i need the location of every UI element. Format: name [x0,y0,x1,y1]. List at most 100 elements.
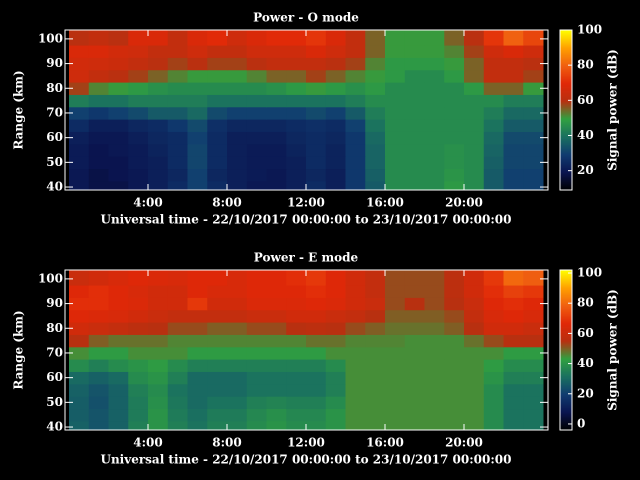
heatmap-cell [365,106,386,120]
colorbar-tick-label: 60 [577,93,594,107]
heatmap-cell [128,143,149,157]
colorbar-step [560,84,572,86]
colorbar-step [560,345,572,347]
heatmap-cell [108,143,129,157]
heatmap-cell [246,119,267,132]
heatmap-cell [385,131,406,145]
heatmap-cell [503,334,524,348]
colorbar-step [560,347,572,349]
heatmap-cell [187,309,208,323]
heatmap-cell [88,143,109,157]
heatmap-cell [187,334,208,348]
heatmap-cell [424,94,445,108]
heatmap-cell [325,131,346,145]
heatmap-cell [88,334,109,348]
heatmap-cell [286,143,307,157]
colorbar-step [560,37,572,39]
heatmap-cell [88,82,109,95]
heatmap-cell [424,408,445,422]
colorbar-step [560,405,572,407]
heatmap-cell [325,396,346,410]
heatmap-cell [286,396,307,410]
heatmap-cell [286,297,307,311]
colorbar-step [560,339,572,341]
colorbar-step [560,52,572,54]
heatmap-cell [227,383,248,397]
heatmap-cell [464,322,485,335]
heatmap-cell [128,106,149,120]
heatmap-cell [286,408,307,422]
heatmap-cell [444,143,465,157]
colorbar-step [560,424,572,426]
colorbar-step [560,289,572,291]
heatmap-cell [306,420,327,431]
colorbar-step [560,327,572,329]
heatmap-cell [246,309,267,323]
heatmap-cell [385,408,406,422]
heatmap-cell [227,322,248,335]
heatmap-cell [266,396,287,410]
heatmap-cell [365,69,386,83]
colorbar-step [560,133,572,135]
heatmap-cell [483,180,504,191]
heatmap-cell [266,285,287,298]
colorbar-step [560,40,572,42]
heatmap-cell [148,30,169,46]
heatmap-cell [503,106,524,120]
colorbar-step [560,75,572,77]
heatmap-cell [108,371,129,385]
colorbar-step [560,299,572,301]
colorbar-step [560,290,572,292]
heatmap-cell [444,346,465,360]
heatmap-cell [69,322,90,335]
heatmap-cell [207,396,228,410]
heatmap-cell [266,106,287,120]
heatmap-cell [148,334,169,348]
heatmap-cell [266,309,287,323]
heatmap-cell [286,180,307,191]
heatmap-cell [148,396,169,410]
heatmap-cell [128,82,149,95]
heatmap-cell [246,168,267,182]
colorbar-step [560,366,572,368]
heatmap-cell [227,69,248,83]
heatmap-cell [523,180,544,191]
heatmap-cell [365,396,386,410]
colorbar-step [560,79,572,81]
colorbar-step [560,101,572,103]
heatmap-cell [128,57,149,71]
heatmap-cell [424,359,445,372]
heatmap-cell [108,119,129,132]
heatmap-cell [286,285,307,298]
heatmap-cell [365,322,386,335]
heatmap-cell [464,297,485,311]
colorbar-step [560,49,572,51]
heatmap-cell [404,82,425,95]
x-tick-label: 16:00 [366,196,404,210]
colorbar-step [560,182,572,184]
colorbar-step [560,401,572,403]
heatmap-cell [503,383,524,397]
heatmap-cell [464,69,485,83]
y-tick-label: 70 [46,345,63,359]
heatmap-cell [503,180,524,191]
heatmap-cell [167,346,188,360]
heatmap-cell [385,420,406,431]
colorbar-step [560,310,572,312]
colorbar-step [560,369,572,371]
heatmap-cell [306,106,327,120]
heatmap-cell [69,57,90,71]
heatmap-cell [306,156,327,170]
heatmap-cell [167,408,188,422]
colorbar-step [560,153,572,155]
colorbar-step [560,54,572,56]
heatmap-cell [464,119,485,132]
heatmap-cell [246,94,267,108]
colorbar-step [560,390,572,392]
colorbar-step [560,176,572,178]
colorbar-step [560,185,572,187]
heatmap-cell [385,94,406,108]
x-tick-label: 4:00 [133,196,162,210]
heatmap-cell [207,408,228,422]
